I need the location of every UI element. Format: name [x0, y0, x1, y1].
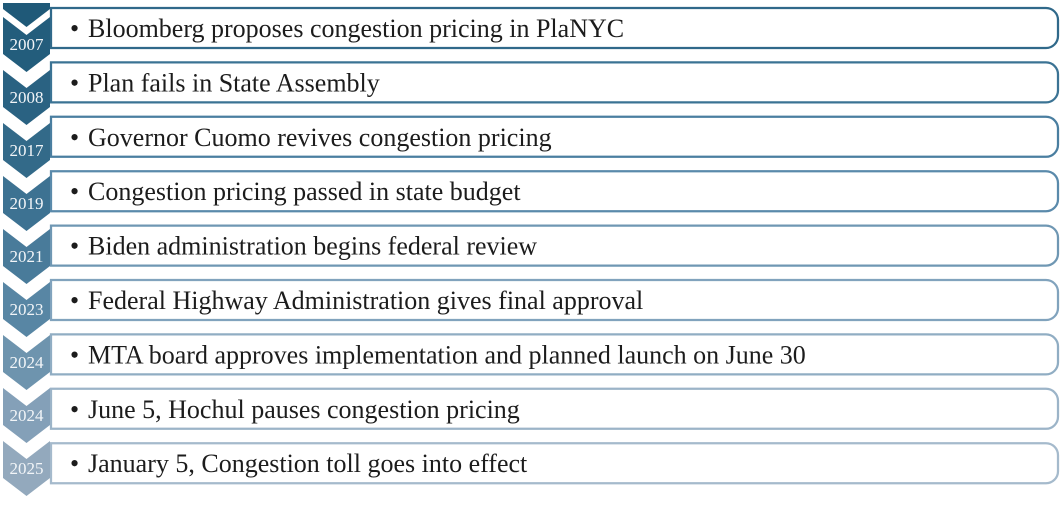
bullet-marker: • — [70, 68, 79, 97]
timeline-row: 2025 • January 5, Congestion toll goes i… — [3, 441, 1060, 496]
timeline-row: 2024 • MTA board approves implementation… — [3, 333, 1060, 390]
year-label: 2025 — [10, 459, 44, 478]
event-text: Plan fails in State Assembly — [88, 68, 380, 97]
timeline-row: 2007 • Bloomberg proposes congestion pri… — [3, 6, 1060, 72]
timeline-row: 2008 • Plan fails in State Assembly — [3, 61, 1060, 125]
event-box — [49, 6, 1060, 50]
event-box — [49, 224, 1060, 267]
bullet-marker: • — [70, 232, 79, 261]
bullet-marker: • — [70, 395, 79, 424]
event-text: Federal Highway Administration gives fin… — [88, 286, 643, 315]
year-chevron — [3, 70, 50, 125]
timeline-row: 2019 • Congestion pricing passed in stat… — [3, 170, 1060, 231]
event-text: January 5, Congestion toll goes into eff… — [88, 449, 528, 478]
year-label: 2017 — [10, 141, 45, 160]
event-box — [49, 170, 1060, 213]
year-chevron — [3, 229, 50, 284]
bullet-marker: • — [70, 123, 79, 152]
bullet-marker: • — [70, 340, 79, 369]
event-box — [49, 333, 1060, 376]
event-text: Congestion pricing passed in state budge… — [88, 177, 521, 206]
event-box — [49, 387, 1060, 430]
year-label: 2007 — [10, 35, 45, 54]
year-label: 2021 — [10, 247, 44, 266]
event-text: Bloomberg proposes congestion pricing in… — [88, 14, 624, 43]
event-box — [49, 61, 1060, 104]
year-label: 2019 — [10, 194, 44, 213]
timeline-row: 2024 • June 5, Hochul pauses congestion … — [3, 387, 1060, 443]
event-text: MTA board approves implementation and pl… — [88, 340, 806, 369]
timeline-row: 2023 • Federal Highway Administration gi… — [3, 278, 1060, 337]
event-box — [49, 115, 1060, 158]
timeline-row: 2017 • Governor Cuomo revives congestion… — [3, 115, 1060, 178]
event-text: June 5, Hochul pauses congestion pricing — [88, 395, 520, 424]
year-chevron — [3, 176, 50, 231]
timeline-row: 2021 • Biden administration begins feder… — [3, 224, 1060, 284]
year-label: 2008 — [10, 88, 44, 107]
event-text: Biden administration begins federal revi… — [88, 232, 537, 261]
year-chevron — [3, 441, 50, 496]
year-chevron — [3, 388, 50, 443]
year-chevron — [3, 282, 50, 337]
year-chevron — [3, 17, 50, 72]
year-label: 2024 — [10, 406, 45, 425]
year-label: 2024 — [10, 353, 45, 372]
year-chevron — [3, 335, 50, 390]
bullet-marker: • — [70, 286, 79, 315]
bullet-marker: • — [70, 14, 79, 43]
year-chevron — [3, 123, 50, 178]
event-box — [49, 278, 1060, 322]
header-wedge-chevron — [3, 3, 50, 27]
event-text: Governor Cuomo revives congestion pricin… — [88, 123, 552, 152]
bullet-marker: • — [70, 449, 79, 478]
event-box — [49, 442, 1060, 485]
bullet-marker: • — [70, 177, 79, 206]
year-label: 2023 — [10, 300, 44, 319]
